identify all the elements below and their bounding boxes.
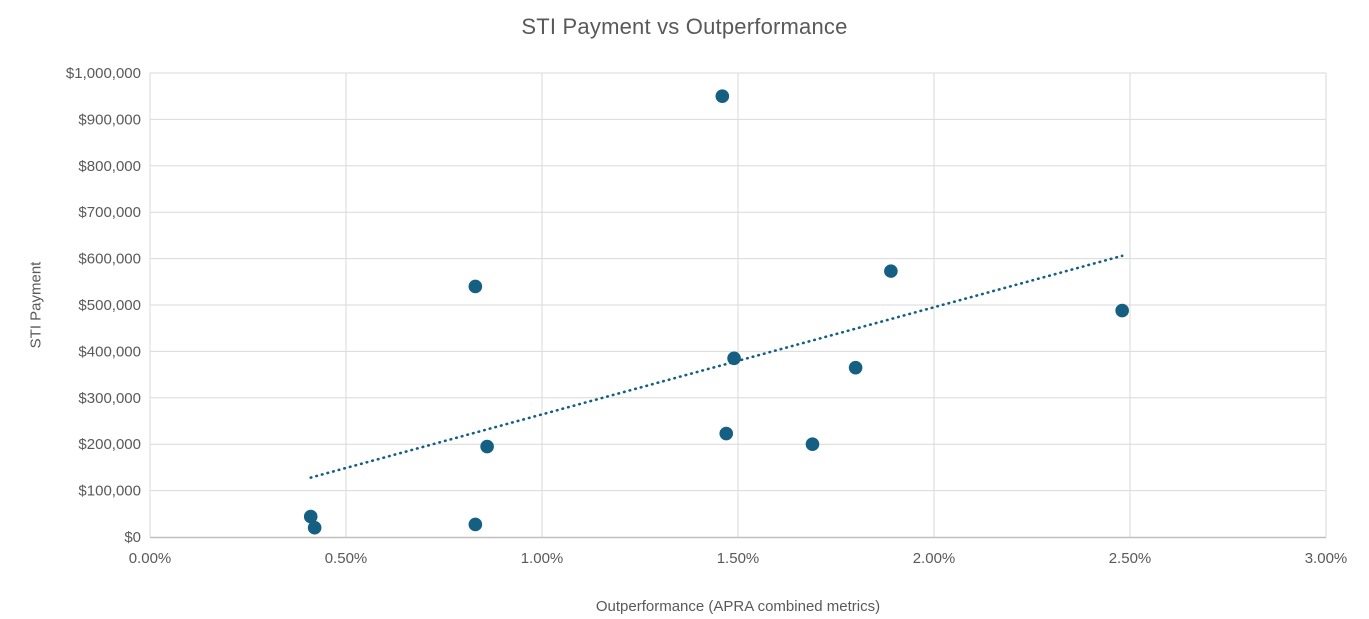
x-tick-label: 1.00%: [521, 550, 564, 567]
data-point: [468, 517, 483, 532]
data-point: [727, 351, 741, 366]
data-point: [1115, 303, 1129, 318]
data-point: [884, 264, 898, 278]
y-tick-label: $800,000: [78, 158, 141, 175]
x-tick-label: 2.50%: [1109, 550, 1152, 567]
y-tick-label: $500,000: [78, 297, 141, 314]
trendline: [309, 254, 1124, 479]
y-tick-label: $200,000: [78, 436, 141, 453]
x-axis-title: Outperformance (APRA combined metrics): [595, 598, 881, 615]
y-tick-label: $600,000: [78, 251, 141, 268]
data-point: [307, 520, 322, 535]
data-point: [848, 360, 863, 375]
y-tick-label: $100,000: [78, 483, 141, 500]
y-tick-label: $900,000: [78, 111, 141, 128]
data-point: [719, 426, 734, 441]
x-tick-label: 2.00%: [913, 550, 956, 567]
x-tick-label: 1.50%: [717, 550, 760, 567]
x-tick-label: 0.50%: [325, 550, 368, 567]
data-point: [468, 279, 483, 294]
x-tick-label: 3.00%: [1305, 550, 1348, 567]
y-tick-label: $400,000: [78, 343, 141, 360]
y-tick-label: $700,000: [78, 204, 141, 221]
data-point: [303, 509, 318, 524]
y-tick-label: $0: [124, 529, 141, 546]
data-point: [805, 437, 820, 452]
y-tick-label: $1,000,000: [66, 65, 141, 82]
data-point: [715, 89, 730, 103]
x-tick-label: 0.00%: [129, 550, 172, 567]
chart-title: STI Payment vs Outperformance: [521, 14, 848, 39]
y-tick-label: $300,000: [78, 390, 141, 407]
data-point: [480, 439, 494, 454]
